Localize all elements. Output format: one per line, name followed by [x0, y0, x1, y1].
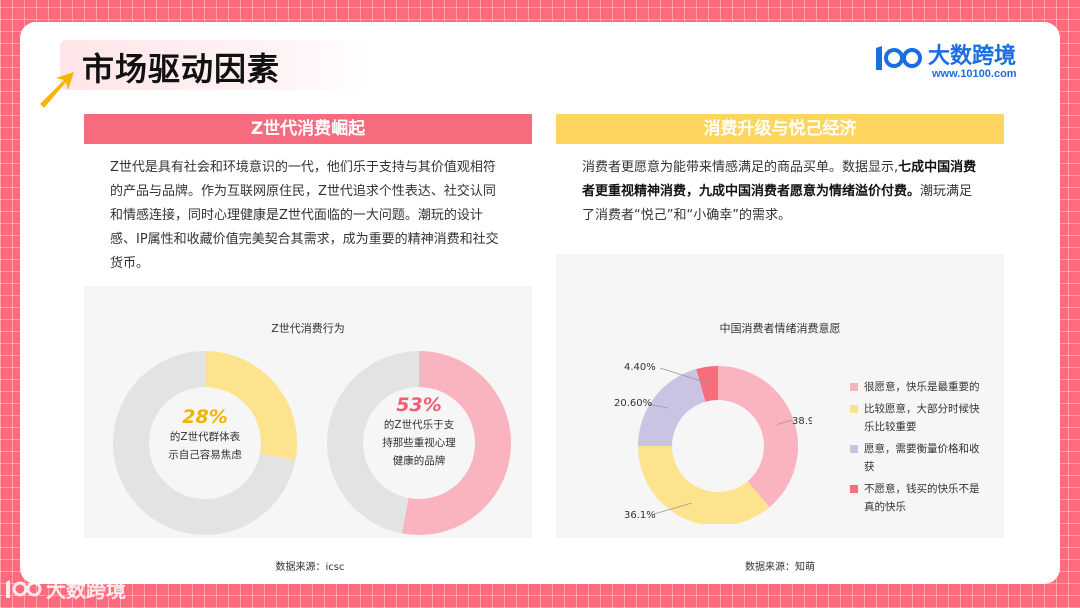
- anxiety-percent: 28%: [182, 406, 228, 428]
- legend-label: 比较愿意，大部分时候快: [864, 403, 980, 415]
- page-title-block: 市场驱动因素: [40, 40, 370, 108]
- body-text-suffix: 潮玩满足了消费者“悦己”和“小确幸”的需求。: [582, 184, 973, 223]
- fairly-willing-slice: [638, 446, 770, 524]
- left-source-note: 数据来源：icsc: [275, 562, 345, 573]
- leader-line: [777, 419, 793, 425]
- gen-z-heading: Z世代消费崛起: [84, 114, 532, 144]
- brand-logo: 大数跨境 www.10100.com: [872, 38, 1032, 86]
- legend-swatch: [850, 383, 858, 391]
- anxiety-donut-chart: [112, 351, 297, 535]
- unwilling-slice: [696, 366, 718, 402]
- anxiety-desc-line2: 示自己容易焦虑: [168, 449, 242, 461]
- logo-icon: [876, 46, 922, 70]
- legend-swatch: [850, 405, 858, 413]
- anxiety-desc-line1: 的Z世代群体表: [169, 431, 241, 443]
- title-background: [60, 40, 370, 90]
- gen-z-body: Z世代是具有社会和环境意识的一代，他们乐于支持与其价值观相符的产品与品牌。作为互…: [84, 144, 532, 286]
- arrow-icon: [40, 72, 74, 108]
- slice-value-label: 4.40%: [624, 362, 656, 373]
- body-text-prefix: 消费者更愿意为能带来情感满足的商品买单。数据显示,: [582, 160, 899, 175]
- anxiety-donut-center: 28% 的Z世代群体表 示自己容易焦虑: [147, 406, 263, 464]
- mental-health-slice: [401, 351, 512, 535]
- mental-health-desc-line2: 持那些重视心理: [382, 437, 456, 449]
- anxiety-remainder-slice: [112, 351, 296, 535]
- leader-line: [659, 367, 710, 384]
- leader-line: [647, 403, 668, 409]
- mental-health-percent: 53%: [396, 394, 442, 416]
- anxiety-slice: [205, 351, 297, 461]
- legend-item: 愿意，需要衡量价格和收获: [850, 440, 992, 476]
- logo-name: 大数跨境: [928, 44, 1017, 69]
- gen-z-chart-title: Z世代消费行为: [271, 322, 345, 335]
- footer-logo-name: 大数跨境: [46, 578, 126, 602]
- legend-label: 不愿意，钱买的快乐不是: [864, 483, 980, 495]
- mental-health-remainder-slice: [327, 351, 419, 534]
- footer-logo-icon: [6, 580, 42, 598]
- mental-health-desc-line1: 的Z世代乐于支: [383, 419, 455, 431]
- willingness-legend: 很愿意，快乐是最重要的 比较愿意，大部分时候快 乐比较重要 愿意，需要衡量价格和收获不…: [850, 378, 992, 520]
- legend-label: 真的快乐: [864, 501, 906, 513]
- legend-label: 很愿意，快乐是最重要的: [864, 381, 980, 393]
- slice-value-label: 20.60%: [614, 398, 652, 409]
- page-title: 市场驱动因素: [82, 50, 281, 88]
- content-card: 市场驱动因素 大数跨境 www.10100.com Z世代消费崛起 Z世代是具有…: [20, 22, 1060, 584]
- gen-z-panel: Z世代消费崛起 Z世代是具有社会和环境意识的一代，他们乐于支持与其价值观相符的产…: [84, 114, 532, 538]
- emotional-consumption-body: 消费者更愿意为能带来情感满足的商品买单。数据显示,七成中国消费者更重视精神消费，…: [556, 144, 1004, 254]
- legend-item: 很愿意，快乐是最重要的: [850, 378, 992, 396]
- slice-value-label: 36.1%: [624, 510, 656, 521]
- legend-swatch: [850, 445, 858, 453]
- legend-item: 不愿意，钱买的快乐不是 真的快乐: [850, 480, 992, 516]
- legend-label: 获: [864, 461, 875, 473]
- very-willing-slice: [718, 366, 798, 508]
- emotional-consumption-heading: 消费升级与悦己经济: [556, 114, 1004, 144]
- willingness-chart-title: 中国消费者情绪消费意愿: [719, 322, 841, 335]
- willing-slice: [638, 369, 706, 446]
- logo-url: www.10100.com: [932, 68, 1017, 80]
- mental-health-donut-center: 53% 的Z世代乐于支 持那些重视心理 健康的品牌: [361, 394, 477, 470]
- legend-item: 比较愿意，大部分时候快 乐比较重要: [850, 400, 992, 436]
- leader-line: [653, 502, 692, 515]
- willingness-donut-chart: 38.9% 36.1% 20.60% 4.40%: [614, 362, 812, 524]
- footer-logo: 大数跨境: [4, 574, 154, 604]
- mental-health-donut-chart: [327, 351, 512, 535]
- legend-label: 愿意，需要衡量价格和收: [864, 443, 980, 455]
- legend-swatch: [850, 485, 858, 493]
- body-text-bold: 七成中国消费者更重视精神消费，九成中国消费者愿意为情绪溢价付费。: [582, 160, 977, 199]
- mental-health-desc-line3: 健康的品牌: [392, 455, 446, 467]
- slice-value-label: 38.9%: [792, 416, 812, 427]
- right-source-note: 数据来源：知萌: [745, 562, 815, 573]
- emotional-consumption-panel: 消费升级与悦己经济 消费者更愿意为能带来情感满足的商品买单。数据显示,七成中国消…: [556, 114, 1004, 538]
- legend-label: 乐比较重要: [864, 421, 917, 433]
